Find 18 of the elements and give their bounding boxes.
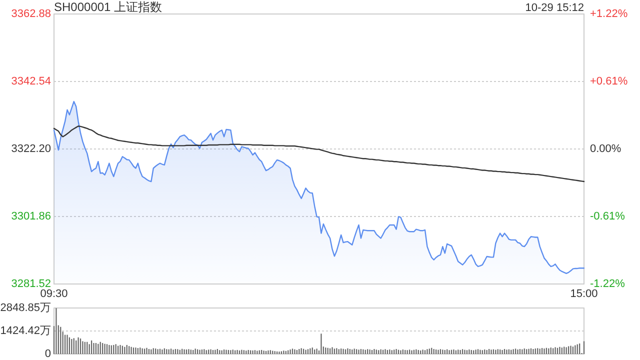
y2-tick-label: +0.61% <box>590 75 628 88</box>
chart-title: SH000001 上证指数 <box>54 0 162 14</box>
y-tick-label: 1424.42万 <box>0 324 51 337</box>
chart-subtitle: 10-29 15:12 <box>525 2 584 14</box>
y-tick-label: 2848.85万 <box>0 302 51 314</box>
y-tick-label: 3301.86 <box>11 210 51 222</box>
y2-tick-label: +1.22% <box>590 8 628 20</box>
y-tick-label: 3281.52 <box>11 278 51 290</box>
y-tick-label: 3362.88 <box>11 8 51 20</box>
y-tick-label: 3322.20 <box>11 142 51 155</box>
y-tick-label: 3342.54 <box>11 75 51 88</box>
y-tick-label: 0 <box>44 348 51 360</box>
y2-tick-label: -0.61% <box>590 210 626 222</box>
x-tick-label: 09:30 <box>40 288 68 300</box>
y2-tick-label: 0.00% <box>590 142 622 155</box>
x-tick-label: 15:00 <box>570 288 598 300</box>
line-series <box>53 126 585 182</box>
y2-tick-label: -1.22% <box>590 278 626 290</box>
